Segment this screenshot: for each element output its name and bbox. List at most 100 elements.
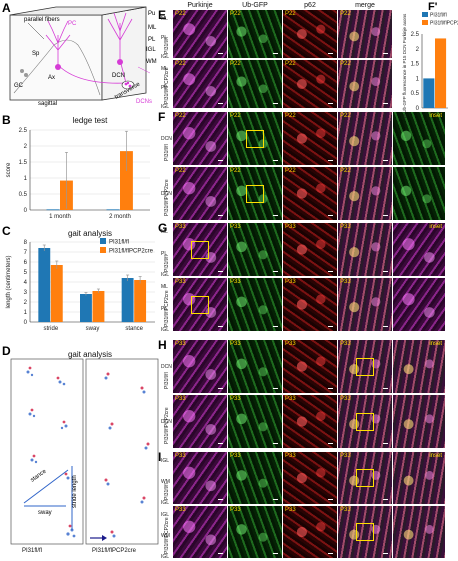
y-tick-label: 0 — [24, 320, 28, 326]
age-label: P33 — [340, 453, 351, 459]
inset-image — [393, 506, 445, 558]
layer-label: IGL — [161, 327, 170, 333]
legend-swatch — [422, 12, 428, 17]
x-tick-label: stride — [43, 326, 58, 332]
micrograph-purkinje: P33 — [173, 395, 227, 448]
scale-bar — [383, 103, 388, 104]
label-gc: GC — [14, 83, 24, 89]
scale-bar — [383, 271, 388, 272]
scale-bar — [218, 443, 223, 444]
y-tick-label: 1.5 — [19, 160, 28, 166]
label-ax: Ax — [48, 75, 55, 81]
panel-label-f-prime: F' — [428, 1, 438, 13]
row-genotype-label: PI31fl/fl — [164, 144, 170, 161]
scale-bar — [273, 499, 278, 500]
micrograph-purkinje: P33 — [173, 506, 227, 558]
age-label: P22 — [340, 61, 351, 67]
micrograph-p62: P33 — [283, 452, 337, 504]
inset-region-box — [356, 357, 374, 376]
micrograph-merge: P33 — [338, 506, 392, 558]
micrograph-ub-gfp: P33 — [228, 340, 282, 393]
age-label: P22 — [285, 61, 296, 67]
bar — [423, 78, 435, 108]
scale-bar — [218, 53, 223, 54]
y-tick-label: 2 — [24, 300, 28, 306]
micrograph-merge: P33 — [338, 223, 392, 276]
micrograph-ub-gfp: P22 — [228, 167, 282, 220]
panel-label-f: F — [158, 110, 166, 124]
legend-swatch — [100, 238, 106, 244]
layer-label: IGL — [161, 512, 170, 518]
micrograph-ub-gfp: P33 — [228, 278, 282, 331]
x-tick-label: 2 month — [109, 214, 131, 220]
region-label: DCN — [161, 135, 172, 142]
scale-bar — [273, 103, 278, 104]
age-label: P22 — [230, 61, 241, 67]
age-label: P33 — [340, 341, 351, 347]
micrograph-purkinje: P33 — [173, 223, 227, 276]
micrograph-merge: P22 — [338, 10, 392, 58]
microscopy-grid: Purkinje Ub-GFP p62 merge E PI31fl/fl ML PL IGL P… — [158, 0, 458, 561]
layer-label: IGL — [161, 272, 170, 278]
legend-swatch — [422, 20, 428, 25]
inset-image — [393, 167, 445, 220]
x-tick-label: stance — [125, 326, 143, 332]
age-label: P33 — [230, 453, 241, 459]
age-label: P33 — [340, 396, 351, 402]
scale-bar — [328, 326, 333, 327]
micrograph-purkinje: P33 — [173, 278, 227, 331]
age-label: P22 — [175, 11, 186, 17]
label-wm: WM — [146, 59, 157, 65]
age-label: P33 — [175, 453, 186, 459]
y-tick-label: 2.5 — [19, 128, 28, 134]
layer-label: PL — [161, 35, 168, 41]
label-sp: Sp — [32, 51, 40, 57]
micrograph-merge: P33 — [338, 340, 392, 393]
age-label: P33 — [175, 224, 186, 230]
age-label: P33 — [285, 224, 296, 230]
y-tick-label: 2 — [24, 144, 28, 150]
y-tick-label: 7 — [24, 250, 28, 256]
y-tick-label: 0 — [416, 106, 420, 112]
cerebellum-schematic: parallel fibers PC Sp Ax Pu ML PL IGL WM… — [9, 6, 157, 107]
micrograph-p62: P33 — [283, 223, 337, 276]
micrograph-merge: P22 — [338, 60, 392, 108]
inset-region-box — [191, 295, 209, 314]
layer-label: IGL — [161, 458, 170, 464]
legend-entry: PI31fl/flPCP2cre — [430, 21, 458, 27]
legend-entry: PI31fl/flPCP2cre — [109, 249, 154, 255]
label-pc: PC — [68, 21, 77, 27]
scale-bar — [273, 326, 278, 327]
age-label: P33 — [285, 279, 296, 285]
y-tick-label: 4 — [24, 280, 28, 286]
layer-label: PL — [161, 85, 168, 91]
region-label: DCN — [161, 363, 172, 370]
y-tick-label: 5 — [24, 270, 28, 276]
scale-bar — [273, 443, 278, 444]
label-ml: ML — [148, 25, 157, 31]
x-tick-label: 1 month — [49, 214, 71, 220]
footprint-title: gait analysis — [67, 350, 113, 359]
age-label: P22 — [340, 11, 351, 17]
micrograph-p62: P33 — [283, 395, 337, 448]
y-tick-label: 0 — [24, 208, 28, 214]
row-genotype-label: PI31fl/fl — [164, 483, 170, 500]
inset-label: inset — [429, 224, 442, 230]
region-label: DCN — [161, 418, 172, 425]
ub-gfp-fluorescence-chart: 0 0.5 1 1.5 2 2.5 Relative Ub-GFP fluorescence… — [402, 12, 458, 118]
scale-bar — [218, 160, 223, 161]
inset-region-box — [246, 184, 264, 203]
age-label: P33 — [285, 507, 296, 513]
y-axis-label: score — [6, 162, 12, 177]
micrograph-purkinje: P22 — [173, 10, 227, 58]
micrograph-merge: P33 — [338, 452, 392, 504]
age-label: P22 — [340, 113, 351, 119]
scale-bar — [328, 553, 333, 554]
panel-label-e: E — [158, 8, 167, 22]
panel-label-i: I — [158, 450, 162, 464]
bar — [38, 248, 51, 322]
micrograph-merge: P33 — [338, 278, 392, 331]
scale-bar — [218, 326, 223, 327]
inset-image — [393, 278, 445, 331]
age-label: P22 — [285, 168, 296, 174]
